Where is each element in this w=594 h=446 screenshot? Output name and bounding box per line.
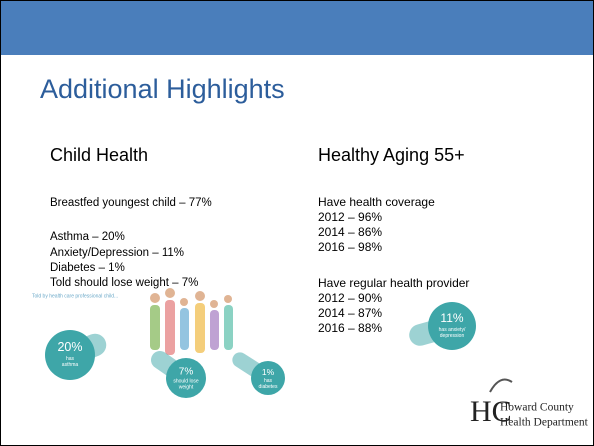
stat-text: has anxiety/ [439, 327, 466, 333]
list-item: Breastfed youngest child – 77% [50, 197, 212, 209]
logo-mark: HC [470, 378, 513, 428]
logo-initials: HC [470, 395, 512, 428]
logo-text: Howard County [500, 402, 574, 414]
list-item: 2012 – 90% [318, 291, 382, 305]
list-item: 2012 – 96% [318, 210, 382, 224]
logo-text: Health Department [500, 417, 589, 429]
list-item: Diabetes – 1% [50, 262, 125, 274]
stat-text: has [66, 356, 75, 362]
list-item: Told should lose weight – 7% [50, 277, 198, 289]
section-heading: Healthy Aging 55+ [318, 145, 465, 165]
stat-text: diabetes [259, 384, 278, 390]
list-item: 2014 – 87% [318, 306, 382, 320]
list-item: 2016 – 98% [318, 240, 382, 254]
stat-value: 7% [179, 367, 194, 378]
people-figures [150, 288, 233, 355]
header-bar [1, 1, 593, 55]
stat-text: asthma [62, 362, 79, 368]
stat-circle [251, 361, 285, 395]
stat-text: weight [179, 384, 194, 390]
stat-value: 20% [57, 340, 82, 354]
list-item: 2014 – 86% [318, 225, 382, 239]
section-heading: Child Health [50, 145, 148, 165]
list-item: 2016 – 88% [318, 321, 382, 335]
stat-text: has [264, 378, 273, 384]
list-item: Anxiety/Depression – 11% [50, 247, 184, 259]
stat-circle [166, 358, 206, 398]
stat-text: should lose [173, 378, 199, 384]
stat-circle [45, 330, 95, 380]
slide-title: Additional Highlights [40, 74, 285, 104]
list-item: Asthma – 20% [50, 231, 125, 243]
stat-value: 1% [262, 367, 275, 377]
stat-text: depression [440, 333, 465, 339]
group-label: Have health coverage [318, 195, 435, 209]
stat-circle [428, 302, 476, 350]
group-label: Have regular health provider [318, 276, 469, 290]
stat-value: 11% [440, 311, 463, 325]
caption: Told by health care professional child..… [32, 293, 118, 299]
